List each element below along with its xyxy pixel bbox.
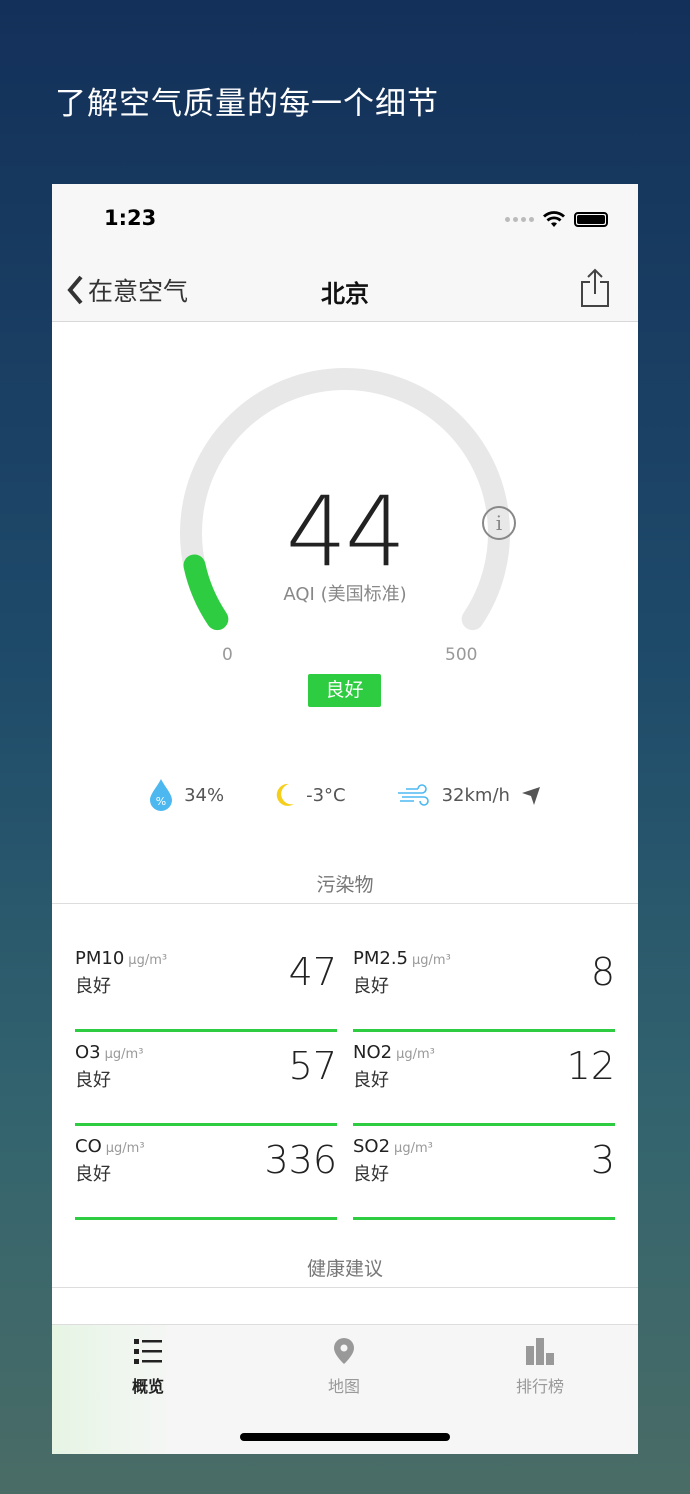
- pollutant-unit: μg/m³: [104, 1047, 144, 1062]
- headline: 了解空气质量的每一个细节: [55, 86, 439, 122]
- tab-label: 地图: [327, 1377, 360, 1396]
- signal-icon: [505, 216, 534, 222]
- wind-direction-icon: [521, 787, 540, 805]
- pollutant-value: 8: [590, 950, 615, 994]
- aqi-level-badge: 良好: [308, 674, 381, 707]
- back-label: 在意空气: [88, 277, 189, 306]
- status-bar: 1:23: [52, 184, 638, 254]
- tab-label: 排行榜: [515, 1377, 564, 1396]
- pollutant-name: NO2 μg/m³: [353, 1042, 435, 1063]
- pollutant-value: 336: [264, 1138, 337, 1182]
- chevron-left-icon: [67, 275, 83, 305]
- share-icon[interactable]: [580, 268, 610, 308]
- pollutant-card[interactable]: O3 μg/m³ 良好 57: [75, 1032, 337, 1126]
- pollutant-level: 良好: [75, 976, 111, 997]
- pollutant-name: PM10 μg/m³: [75, 948, 167, 969]
- pollutant-value: 57: [288, 1044, 337, 1088]
- pollutant-name: PM2.5 μg/m³: [353, 948, 451, 969]
- pollutant-level: 良好: [353, 1070, 389, 1091]
- humidity-value: 34%: [184, 784, 225, 806]
- weather-row: % 34% -3°C 32km/h: [52, 778, 638, 812]
- tab-ranking[interactable]: 排行榜: [480, 1337, 600, 1397]
- pollutant-name: O3 μg/m³: [75, 1042, 143, 1063]
- page-title: 北京: [321, 280, 369, 308]
- pollutant-name: SO2 μg/m³: [353, 1136, 433, 1157]
- back-button[interactable]: 在意空气: [66, 272, 188, 308]
- pollutant-name-text: PM2.5: [353, 948, 409, 969]
- info-icon[interactable]: i: [482, 506, 516, 540]
- humidity-drop-icon: %: [150, 779, 173, 811]
- moon-icon: [276, 783, 295, 806]
- list-icon: [134, 1339, 162, 1364]
- pollutant-value: 12: [566, 1044, 615, 1088]
- pollutant-card[interactable]: CO μg/m³ 良好 336: [75, 1126, 337, 1220]
- pollutant-name-text: PM10: [75, 948, 125, 969]
- pollutant-unit: μg/m³: [412, 953, 451, 968]
- wifi-icon: [543, 211, 565, 227]
- gauge-max: 500: [445, 645, 478, 665]
- pollutant-name-text: CO: [75, 1136, 102, 1157]
- map-pin-icon: [334, 1338, 354, 1364]
- pollutant-name-text: NO2: [353, 1042, 393, 1063]
- pollutant-grid: PM10 μg/m³ 良好 47 PM2.5 μg/m³ 良好 8 O3 μg/m³ 良好…: [75, 938, 615, 1220]
- pollutant-level: 良好: [75, 1164, 111, 1185]
- gauge-fill: [183, 554, 229, 631]
- pollutant-card[interactable]: PM10 μg/m³ 良好 47: [75, 938, 337, 1032]
- gauge-min: 0: [222, 645, 233, 665]
- temperature-value: -3°C: [306, 784, 346, 806]
- tab-bar: 概览 地图 排行榜: [52, 1324, 638, 1454]
- content: i 44 AQI (美国标准) 0 500 良好 % 34% -3°C 32km…: [52, 322, 638, 1322]
- pollutant-card[interactable]: PM2.5 μg/m³ 良好 8: [353, 938, 615, 1032]
- pollutant-level: 良好: [75, 1070, 111, 1091]
- pollutant-value: 47: [288, 950, 337, 994]
- pollutant-value: 3: [590, 1138, 615, 1182]
- pollutants-section-title: 污染物: [52, 870, 638, 904]
- pollutant-unit: μg/m³: [105, 1141, 145, 1156]
- bar-chart-icon: [526, 1338, 554, 1365]
- pollutant-level: 良好: [353, 976, 389, 997]
- nav-bar: 在意空气 北京: [52, 254, 638, 322]
- svg-text:%: %: [156, 795, 166, 808]
- pollutant-card[interactable]: SO2 μg/m³ 良好 3: [353, 1126, 615, 1220]
- pollutant-unit: μg/m³: [396, 1047, 435, 1062]
- pollutant-unit: μg/m³: [128, 953, 168, 968]
- pollutant-name-text: O3: [75, 1042, 101, 1063]
- pollutant-name: CO μg/m³: [75, 1136, 145, 1157]
- pollutant-unit: μg/m³: [394, 1141, 433, 1156]
- tab-overview[interactable]: 概览: [88, 1337, 208, 1397]
- aqi-value: 44: [285, 476, 406, 588]
- pollutant-level: 良好: [353, 1164, 389, 1185]
- tab-map[interactable]: 地图: [284, 1337, 404, 1397]
- phone-screen: 1:23 在意空气 北京 i 44 AQI (美国标准) 0 500 良好 % …: [52, 184, 638, 1454]
- home-indicator[interactable]: [240, 1433, 450, 1441]
- wind-icon: [397, 784, 429, 806]
- status-time: 1:23: [104, 206, 157, 230]
- tab-label: 概览: [131, 1377, 164, 1396]
- health-section-title: 健康建议: [52, 1254, 638, 1288]
- wind-value: 32km/h: [441, 784, 510, 806]
- pollutant-card[interactable]: NO2 μg/m³ 良好 12: [353, 1032, 615, 1126]
- battery-icon: [574, 211, 608, 227]
- pollutant-name-text: SO2: [353, 1136, 391, 1157]
- aqi-label: AQI (美国标准): [283, 584, 407, 605]
